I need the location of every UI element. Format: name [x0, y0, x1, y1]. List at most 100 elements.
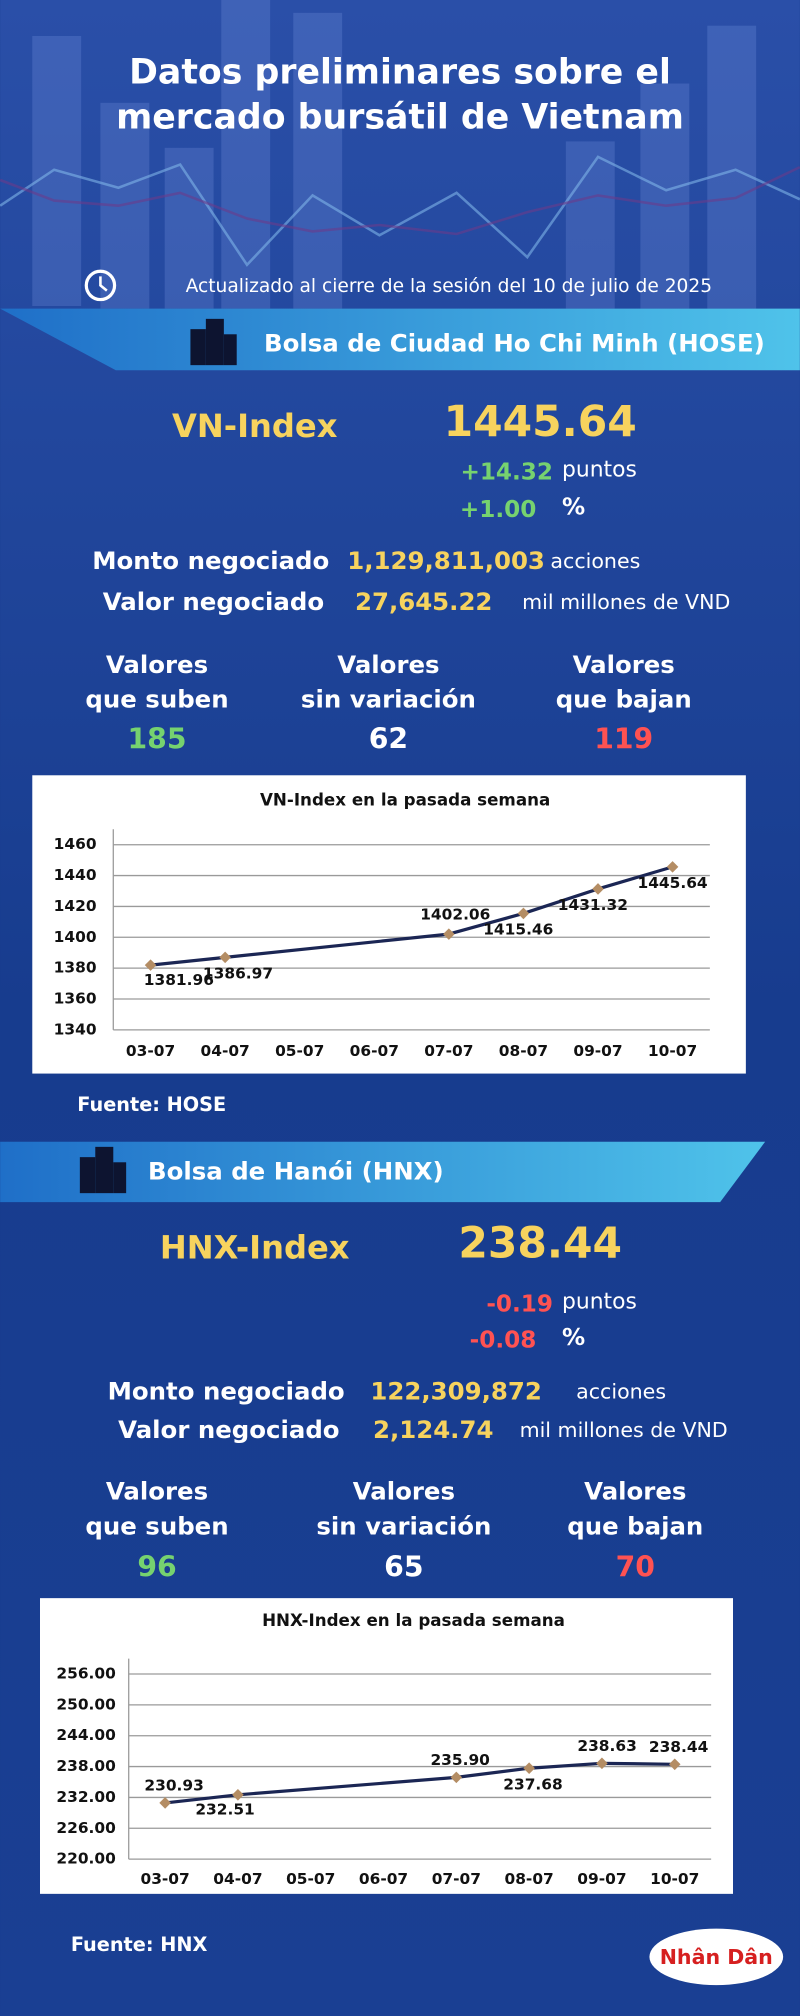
header-decoration — [32, 0, 757, 309]
points-unit: puntos — [562, 458, 637, 483]
marker — [144, 959, 157, 971]
pct-unit: % — [562, 1325, 585, 1351]
pct-unit: % — [562, 494, 585, 520]
data-label: 238.44 — [649, 1738, 709, 1756]
source: Fuente: HNX — [71, 1933, 208, 1956]
y-tick-label: 220.00 — [56, 1850, 115, 1868]
marker — [232, 1789, 244, 1801]
data-label: 1381.96 — [144, 971, 214, 989]
y-tick-label: 1360 — [54, 990, 97, 1008]
y-tick-label: 1380 — [54, 959, 97, 977]
data-label: 237.68 — [503, 1775, 562, 1793]
line-connector — [237, 1775, 457, 1797]
value-label: Valor negociado — [103, 587, 324, 616]
change-pct: +1.00 — [460, 497, 536, 523]
volume-value: 122,309,872 — [370, 1376, 541, 1405]
x-tick-label: 09-07 — [573, 1042, 622, 1060]
count-value: 119 — [594, 723, 653, 756]
value-value: 27,645.22 — [355, 587, 492, 616]
data-label: 1386.97 — [203, 965, 273, 983]
y-tick-label: 1460 — [54, 835, 97, 853]
line — [456, 1761, 675, 1779]
line — [150, 955, 226, 967]
section-title: Bolsa de Hanói (HNX) — [148, 1157, 444, 1186]
volume-value: 1,129,811,003 — [347, 546, 545, 575]
count-label: sin variación — [301, 685, 476, 714]
data-label: 1415.46 — [483, 921, 553, 939]
y-tick-label: 256.00 — [56, 1665, 115, 1683]
count-label: que bajan — [567, 1511, 703, 1540]
x-tick-label: 03-07 — [126, 1042, 175, 1060]
marker — [443, 928, 455, 940]
count-label: Valores — [573, 650, 675, 679]
y-tick-label: 244.00 — [56, 1726, 115, 1744]
chart-title: VN-Index en la pasada semana — [260, 790, 550, 810]
count-value: 185 — [127, 723, 186, 756]
x-tick-label: 10-07 — [648, 1042, 697, 1060]
y-tick-label: 1340 — [54, 1020, 97, 1038]
change-pct: -0.08 — [470, 1328, 537, 1354]
x-tick-label: 04-07 — [201, 1042, 250, 1060]
building-icon — [79, 1146, 127, 1194]
marker — [517, 907, 530, 920]
value-unit: mil millones de VND — [520, 1418, 728, 1442]
count-label: que bajan — [556, 685, 692, 714]
clock-icon — [84, 269, 117, 302]
count-label: Valores — [106, 650, 208, 679]
marker — [523, 1762, 535, 1775]
building-icon — [190, 318, 237, 366]
x-tick-label: 06-07 — [350, 1042, 399, 1060]
index-name: HNX-Index — [160, 1229, 350, 1267]
clock-icon — [99, 276, 108, 292]
count-label: Valores — [584, 1477, 686, 1506]
chart-panel — [32, 775, 746, 1074]
y-tick-label: 250.00 — [56, 1695, 115, 1713]
section-title: Bolsa de Ciudad Ho Chi Minh (HOSE) — [264, 329, 765, 358]
data-label: 238.63 — [577, 1737, 636, 1755]
logo: Nhân Dân — [660, 1945, 773, 1969]
x-tick-label: 07-07 — [432, 1870, 481, 1888]
y-tick-label: 1420 — [54, 897, 97, 915]
x-tick-label: 08-07 — [504, 1870, 553, 1888]
y-tick-label: 238.00 — [56, 1757, 115, 1775]
data-label: 232.51 — [195, 1801, 254, 1819]
line — [164, 1793, 239, 1805]
x-tick-label: 08-07 — [499, 1042, 548, 1060]
x-tick-label: 03-07 — [140, 1870, 189, 1888]
index-name: VN-Index — [172, 407, 338, 445]
value-label: Valor negociado — [118, 1415, 339, 1444]
count-label: Valores — [353, 1477, 455, 1506]
data-label: 1445.64 — [637, 874, 707, 892]
count-label: Valores — [337, 650, 439, 679]
volume-label: Monto negociado — [108, 1376, 345, 1405]
update-note: Actualizado al cierre de la sesión del 1… — [186, 276, 713, 297]
chart-panel — [40, 1598, 733, 1894]
count-value: 96 — [137, 1551, 176, 1584]
marker — [592, 883, 604, 895]
data-label: 1431.32 — [558, 896, 628, 914]
count-value: 65 — [384, 1551, 423, 1584]
y-tick-label: 1400 — [54, 928, 97, 946]
line — [448, 865, 674, 936]
marker — [596, 1757, 608, 1770]
logo-badge — [649, 1928, 784, 1986]
index-value: 1445.64 — [444, 398, 637, 447]
y-tick-label: 1440 — [54, 866, 97, 884]
change-points: +14.32 — [460, 460, 553, 486]
count-value: 70 — [616, 1551, 655, 1584]
x-tick-label: 04-07 — [213, 1870, 262, 1888]
count-label: Valores — [106, 1477, 208, 1506]
source: Fuente: HOSE — [77, 1093, 226, 1116]
volume-unit: acciones — [550, 549, 640, 573]
x-tick-label: 05-07 — [286, 1870, 335, 1888]
header-decoration — [0, 165, 800, 236]
change-points: -0.19 — [486, 1292, 553, 1318]
value-value: 2,124.74 — [373, 1415, 493, 1444]
line-connector — [224, 932, 450, 959]
section-banner — [0, 1141, 766, 1203]
y-tick-label: 226.00 — [56, 1819, 115, 1837]
chart-title: HNX-Index en la pasada semana — [262, 1610, 565, 1630]
marker — [668, 1758, 681, 1771]
volume-label: Monto negociado — [92, 546, 329, 575]
